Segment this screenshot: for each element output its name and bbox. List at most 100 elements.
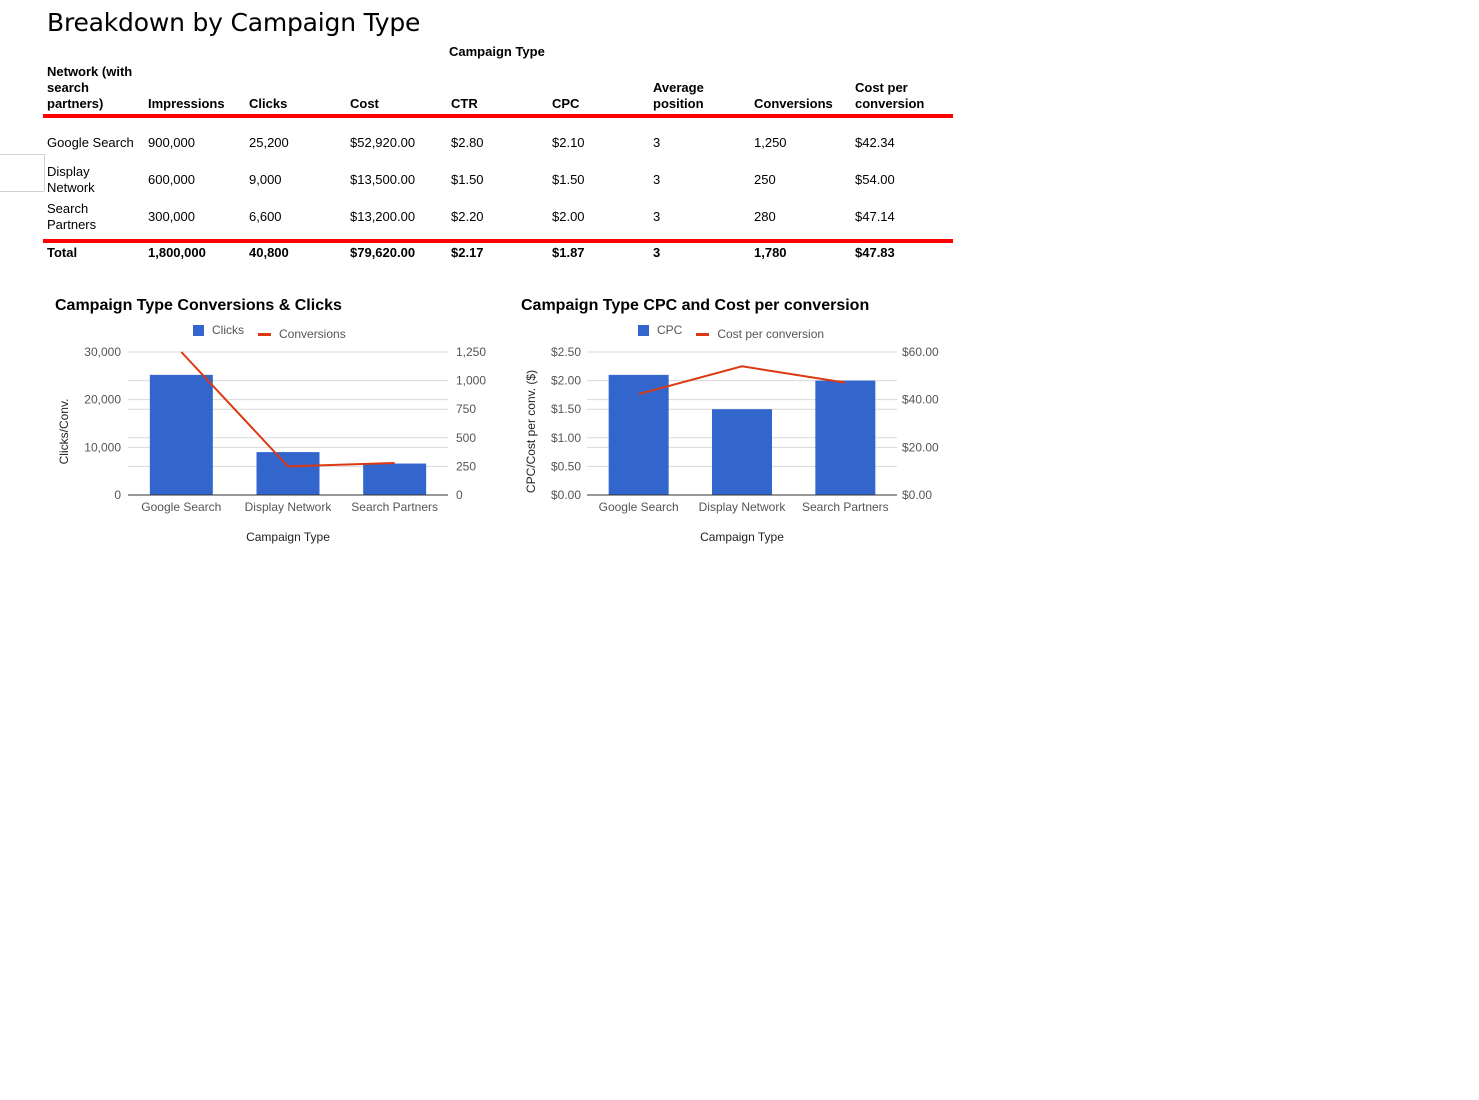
header-divider xyxy=(43,114,953,118)
chart-legend: Clicks Conversions xyxy=(193,323,360,341)
cell-impressions: 300,000 xyxy=(148,209,195,224)
cell-cost-per-conversion: $54.00 xyxy=(855,172,895,187)
chart-legend: CPC Cost per conversion xyxy=(638,323,838,341)
cell-ctr: $2.20 xyxy=(451,209,484,224)
bar[interactable] xyxy=(712,409,772,495)
bar[interactable] xyxy=(608,374,669,495)
header-cost-per-conversion: Cost per conversion xyxy=(855,80,925,111)
header-clicks: Clicks xyxy=(249,96,288,111)
total-cost-per-conversion: $47.83 xyxy=(855,245,895,260)
left-axis-tick-label: $0.50 xyxy=(551,459,581,473)
total-conversions: 1,780 xyxy=(754,245,787,260)
row-name: Google Search xyxy=(47,135,134,150)
cell-cost: $13,500.00 xyxy=(350,172,416,187)
chart-svg: $0.00 $0.50 $1.00 $1.50 $2.00 $2.50 $0.00 $20.0… xyxy=(524,345,939,544)
bar[interactable] xyxy=(149,374,213,495)
y-axis-title: Clicks/Conv. xyxy=(57,399,71,465)
header-avg-position: Average position xyxy=(653,80,704,111)
category-label: Search Partners xyxy=(351,500,438,514)
category-label: Google Search xyxy=(141,500,221,514)
left-axis-tick-label: $2.50 xyxy=(551,345,581,359)
header-cost: Cost xyxy=(350,96,379,111)
x-axis-title: Campaign Type xyxy=(700,530,784,544)
legend-line-swatch xyxy=(258,332,271,336)
category-label: Display Network xyxy=(699,500,787,514)
left-axis-tick-label: 30,000 xyxy=(84,345,121,359)
legend-bar-swatch xyxy=(193,324,204,336)
left-axis-tick-label: $1.00 xyxy=(551,431,581,445)
header-conversions: Conversions xyxy=(754,96,833,111)
right-axis-tick-label: $0.00 xyxy=(902,488,932,502)
total-clicks: 40,800 xyxy=(249,245,289,260)
cell-cost: $13,200.00 xyxy=(350,209,416,224)
cell-cost-per-conversion: $47.14 xyxy=(855,209,895,224)
legend-label: Conversions xyxy=(279,327,346,341)
left-axis-tick-label: $2.00 xyxy=(551,374,581,388)
left-axis-tick-label: 10,000 xyxy=(84,440,121,454)
right-axis-tick-label: $60.00 xyxy=(902,345,939,359)
chart-title: Campaign Type Conversions & Clicks xyxy=(55,297,342,314)
row-name: Search Partners xyxy=(47,201,97,232)
total-impressions: 1,800,000 xyxy=(148,245,206,260)
chart-title: Campaign Type CPC and Cost per conversio… xyxy=(521,297,870,314)
legend-item[interactable]: CPC xyxy=(638,323,682,337)
group-header: Campaign Type xyxy=(449,44,545,59)
cell-avg-position: 3 xyxy=(653,135,661,150)
cell-cost-per-conversion: $42.34 xyxy=(855,135,895,150)
cell-impressions: 600,000 xyxy=(148,172,195,187)
legend-label: CPC xyxy=(657,323,683,337)
total-cost: $79,620.00 xyxy=(350,245,416,260)
bar[interactable] xyxy=(363,463,427,495)
header-network: Network (with search partners) xyxy=(47,64,133,111)
cell-ctr: $1.50 xyxy=(451,172,484,187)
cell-cost: $52,920.00 xyxy=(350,135,416,150)
cell-clicks: 6,600 xyxy=(249,209,282,224)
cell-cpc: $2.00 xyxy=(552,209,585,224)
header-ctr: CTR xyxy=(451,96,478,111)
right-axis-tick-label: 1,250 xyxy=(456,345,486,359)
y-axis-title: CPC/Cost per conv. ($) xyxy=(524,370,538,493)
category-label: Search Partners xyxy=(802,500,889,514)
total-label: Total xyxy=(47,245,78,260)
category-label: Google Search xyxy=(599,500,679,514)
total-avg-position: 3 xyxy=(653,245,661,260)
cell-ctr: $2.80 xyxy=(451,135,484,150)
right-axis-tick-label: 750 xyxy=(456,402,476,416)
page-title: Breakdown by Campaign Type xyxy=(47,8,421,37)
row-name: Display Network xyxy=(47,164,95,195)
right-axis-tick-label: 0 xyxy=(456,488,463,502)
right-axis-tick-label: $40.00 xyxy=(902,393,939,407)
legend-bar-swatch xyxy=(638,324,649,336)
cell-conversions: 250 xyxy=(754,172,776,187)
left-axis-tick-label: $1.50 xyxy=(551,402,581,416)
cell-clicks: 9,000 xyxy=(249,172,282,187)
legend-label: Cost per conversion xyxy=(717,327,825,341)
right-axis-tick-label: 250 xyxy=(456,459,476,473)
legend-item[interactable]: Clicks xyxy=(193,323,244,337)
legend-line-swatch xyxy=(696,332,710,336)
cell-conversions: 280 xyxy=(754,209,776,224)
left-axis-tick-label: 0 xyxy=(114,488,121,502)
cell-clicks: 25,200 xyxy=(249,135,289,150)
legend-item[interactable]: Cost per conversion xyxy=(696,327,824,341)
row-header-border xyxy=(44,154,45,191)
header-impressions: Impressions xyxy=(148,96,225,111)
row-header-border xyxy=(0,191,44,192)
chart-svg: 0 10,000 20,000 30,000 0 250 500 750 1,000 1,250 G… xyxy=(57,345,486,544)
chart-conversions-clicks: Campaign Type Conversions & Clicks Clicks… xyxy=(55,296,505,556)
right-axis-tick-label: 500 xyxy=(456,431,476,445)
right-axis-tick-label: 1,000 xyxy=(456,374,486,388)
cell-cpc: $2.10 xyxy=(552,135,585,150)
chart-cpc-cost-per-conversion: Campaign Type CPC and Cost per conversio… xyxy=(521,296,971,556)
cell-avg-position: 3 xyxy=(653,172,661,187)
total-ctr: $2.17 xyxy=(451,245,484,260)
cell-cpc: $1.50 xyxy=(552,172,585,187)
bar[interactable] xyxy=(815,380,876,495)
row-header-border xyxy=(0,154,44,155)
total-divider xyxy=(43,239,953,243)
cell-avg-position: 3 xyxy=(653,209,661,224)
bar[interactable] xyxy=(256,452,320,495)
legend-item[interactable]: Conversions xyxy=(258,327,346,341)
x-axis-title: Campaign Type xyxy=(246,530,330,544)
cell-impressions: 900,000 xyxy=(148,135,195,150)
